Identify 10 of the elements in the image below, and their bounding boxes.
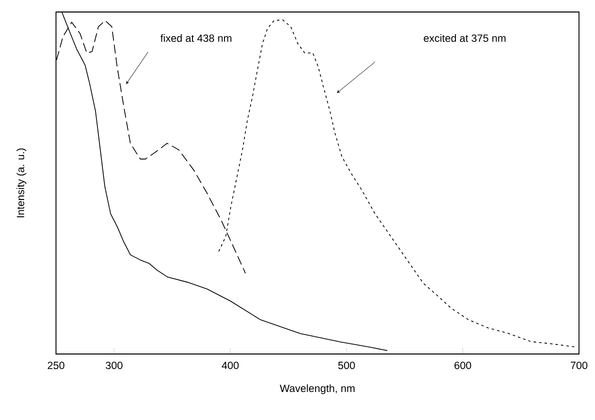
x-tick-label: 500: [338, 362, 355, 370]
y-axis-title: Intensity (a. u.): [16, 148, 26, 218]
x-tick-label: 400: [222, 362, 239, 370]
x-tick-label: 600: [454, 362, 472, 370]
x-tick-label: 300: [106, 362, 122, 370]
annotation: excited at 375 nm: [424, 34, 506, 42]
x-tick-label: 250: [48, 362, 64, 370]
x-axis-title: Wavelength, nm: [280, 384, 355, 394]
annotation: fixed at 438 nm: [160, 34, 232, 42]
x-tick-label: 700: [570, 362, 588, 370]
